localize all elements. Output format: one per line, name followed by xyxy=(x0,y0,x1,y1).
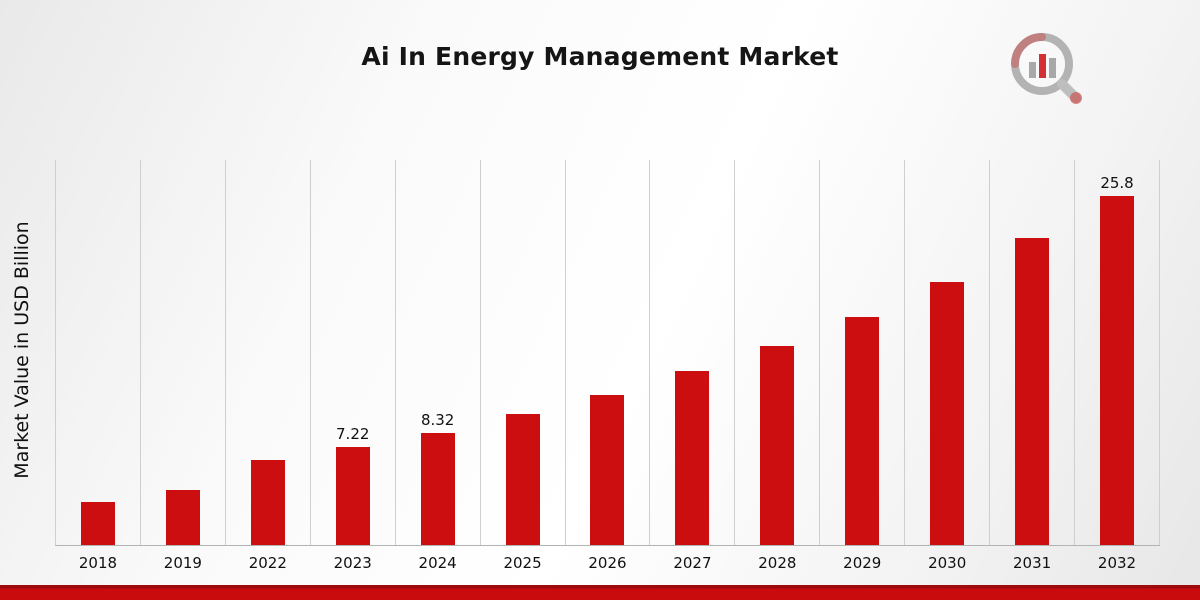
x-tick-2019: 2019 xyxy=(163,554,202,572)
bar-2022 xyxy=(250,459,285,545)
x-tick-2024: 2024 xyxy=(418,554,457,572)
category-cell-2027: 2027 xyxy=(649,160,734,572)
x-tick-2032: 2032 xyxy=(1097,554,1137,572)
chart-title: Ai In Energy Management Market xyxy=(361,42,839,71)
bar-2019 xyxy=(165,489,200,545)
bar-2028 xyxy=(760,346,795,545)
category-cell-2031: 2031 xyxy=(989,160,1074,572)
bar-2027 xyxy=(675,370,710,545)
category-cell-2025: 2025 xyxy=(479,160,565,572)
category-cell-2018: 2018 xyxy=(55,160,140,572)
x-tick-2029: 2029 xyxy=(843,554,882,572)
category-cell-2030: 2030 xyxy=(904,160,989,572)
category-cell-2022: 2022 xyxy=(224,160,310,572)
footer-stripe xyxy=(0,585,1200,600)
category-cell-2026: 2026 xyxy=(564,160,650,572)
value-label-2023: 7.22 xyxy=(336,425,370,444)
bar-2024: 8.32 xyxy=(420,411,455,545)
x-tick-2028: 2028 xyxy=(758,554,797,572)
bar-2023: 7.22 xyxy=(335,425,370,545)
x-tick-2023: 2023 xyxy=(333,554,372,572)
x-tick-2018: 2018 xyxy=(78,554,118,572)
plot-area: 2018 2019 2022 7.22 2023 8.32 2024 2025 2026 2027… xyxy=(55,160,1160,572)
bar-2032: 25.8 xyxy=(1100,174,1135,545)
bar-2030 xyxy=(930,281,965,545)
x-tick-2031: 2031 xyxy=(1013,554,1052,572)
category-cell-2019: 2019 xyxy=(139,160,225,572)
category-cell-2024: 8.32 2024 xyxy=(394,160,480,572)
chart-area: 2018 2019 2022 7.22 2023 8.32 2024 2025 2026 2027… xyxy=(55,160,1160,572)
bar-2026 xyxy=(590,395,625,545)
bar-2031 xyxy=(1015,238,1050,545)
x-tick-2022: 2022 xyxy=(248,554,287,572)
value-label-2032: 25.8 xyxy=(1100,174,1134,193)
x-tick-2027: 2027 xyxy=(673,554,712,572)
category-cell-2029: 2029 xyxy=(819,160,904,572)
x-tick-2030: 2030 xyxy=(928,554,967,572)
category-cell-2032: 25.8 2032 xyxy=(1074,160,1160,572)
value-label-2024: 8.32 xyxy=(420,410,455,429)
bar-2029 xyxy=(845,316,880,545)
y-axis-label: Market Value in USD Billion xyxy=(11,221,33,479)
x-tick-2026: 2026 xyxy=(588,554,627,572)
category-cell-2023: 7.22 2023 xyxy=(309,160,395,572)
brand-logo-icon xyxy=(1011,33,1082,104)
bar-2025 xyxy=(505,413,540,545)
x-tick-2025: 2025 xyxy=(503,554,542,572)
bar-2018 xyxy=(80,501,115,545)
category-cell-2028: 2028 xyxy=(734,160,819,572)
